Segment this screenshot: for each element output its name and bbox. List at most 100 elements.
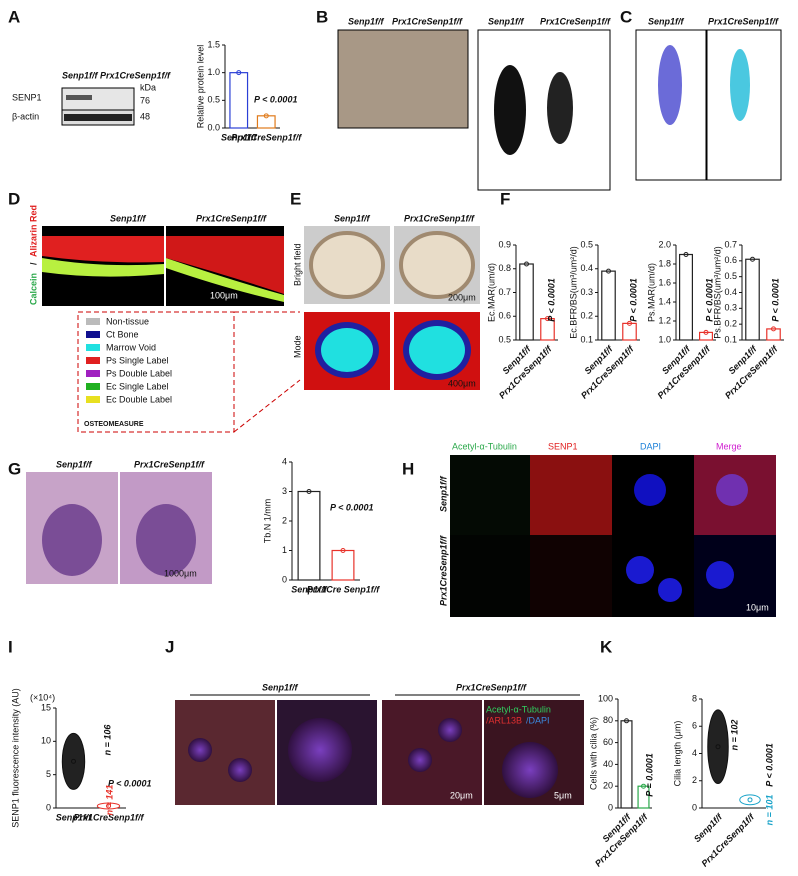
bar: [745, 258, 760, 341]
marker: 48: [140, 111, 150, 121]
y-tick-label: 10: [41, 736, 51, 746]
annotation: P < 0.0001: [254, 94, 297, 104]
mean-point: [524, 261, 529, 267]
y-tick-label: 0.5: [207, 95, 220, 105]
y-tick-label: 0.8: [498, 263, 511, 273]
mouse: [494, 65, 526, 155]
y-tick-label: 60: [603, 737, 613, 747]
bar: [766, 328, 781, 341]
annotation: P < 0.0001: [628, 278, 638, 321]
label: Prx1CreSenp1f/f: [708, 16, 779, 26]
panel-letter: B: [316, 7, 328, 26]
scale: 5μm: [554, 790, 572, 800]
scale: 10μm: [746, 602, 769, 612]
calcein-panel: Senp1f/f Prx1CreSenp1f/f 100μm Calcein /…: [28, 205, 301, 433]
y-tick-label: 40: [603, 759, 613, 769]
label: Senp1f/f: [334, 213, 371, 223]
mean-point: [340, 548, 346, 553]
y-tick-label: 0.1: [724, 334, 737, 344]
mean-point: [71, 758, 76, 764]
stain: Calcein: [28, 273, 38, 305]
row-label: Mode: [292, 335, 302, 358]
y-tick-label: 0.7: [724, 239, 737, 249]
channel: DAPI: [640, 441, 661, 451]
panel-letter: J: [165, 637, 174, 656]
panel-letter: H: [402, 459, 414, 478]
mean-point: [606, 268, 611, 274]
legend-label: Marrow Void: [106, 342, 156, 352]
category-label: Prx1Cre Senp1f/f: [307, 584, 381, 594]
category-label: Senp1f/f: [221, 132, 258, 142]
mean-point: [106, 803, 111, 809]
lane-label: Senp1f/f: [62, 70, 99, 80]
channel: Acetyl-α-Tubulin: [452, 441, 517, 451]
scale: 1000μm: [164, 568, 197, 578]
y-tick-label: 0.6: [498, 311, 511, 321]
skeleton-stain: Senp1f/f Prx1CreSenp1f/f: [635, 16, 782, 181]
immunofluorescence-grid: Acetyl-α-Tubulin SENP1 DAPI Merge Senp1f…: [438, 441, 776, 617]
y-tick-label: 1.0: [207, 67, 220, 77]
y-tick-label: 0: [608, 802, 613, 812]
y-tick-label: 1.5: [207, 39, 220, 49]
y-tick-label: 0.2: [580, 311, 593, 321]
violin: [96, 802, 121, 810]
mouse: [547, 72, 573, 144]
y-tick-label: 0.4: [580, 263, 593, 273]
label: Prx1CreSenp1f/f: [134, 459, 205, 469]
legend-swatch: [86, 318, 100, 325]
scale: 100μm: [210, 290, 238, 300]
software: OSTEOMEASURE: [84, 421, 144, 428]
annotation: n = 106: [102, 724, 112, 756]
y-axis-label: Ps.BFR/BS(um³/um²/d): [712, 246, 722, 339]
y-tick-label: 1.8: [658, 258, 671, 268]
y-tick-label: 0.9: [498, 239, 511, 249]
bar: [637, 785, 650, 809]
bar: [698, 331, 713, 341]
mean-point: [263, 113, 269, 119]
stain: Acetyl-α-Tubulin: [486, 704, 551, 714]
y-tick-label: 0.5: [498, 334, 511, 344]
y-tick-label: 0.3: [580, 287, 593, 297]
label: Senp1f/f: [110, 213, 147, 223]
mouse-photos: Senp1f/f Prx1CreSenp1f/f Senp1f/f Prx1Cr…: [337, 16, 611, 191]
bar: [331, 549, 355, 581]
stain: /: [28, 262, 38, 265]
y-tick-label: 0.0: [207, 122, 220, 132]
group: Prx1CreSenp1f/f: [456, 682, 527, 692]
lane-label: Prx1CreSenp1f/f: [100, 70, 171, 80]
y-tick-label: 0.6: [724, 255, 737, 265]
annotation: P < 0.0001: [108, 778, 151, 788]
mean-point: [306, 489, 312, 494]
y-tick-label: 0.2: [724, 319, 737, 329]
category-label: Senp1f/f: [291, 584, 328, 594]
y-tick-label: 1.6: [658, 277, 671, 287]
mean-point: [683, 252, 689, 257]
category-label: Prx1CreSenp1f/f: [231, 132, 302, 142]
annotation: n = 101: [764, 795, 774, 826]
panel-letters: A B C D E F G H I J K: [8, 7, 632, 656]
channel: Merge: [716, 441, 742, 451]
mean-point: [771, 326, 776, 332]
y-tick-label: 1.2: [658, 315, 671, 325]
mean-point: [750, 256, 755, 262]
y-tick-label: 1.0: [658, 334, 671, 344]
y-axis-label: Relative protein level: [195, 45, 205, 129]
category-label: Prx1CreSenp1f/f: [73, 812, 144, 822]
band: [64, 114, 132, 121]
bar: [620, 720, 633, 809]
y-tick-label: 2: [282, 515, 287, 525]
annotation: P < 0.0001: [770, 278, 780, 321]
scale: 200μm: [448, 292, 476, 302]
y-tick-label: 100: [598, 693, 613, 703]
legend-label: Ps Double Label: [106, 368, 172, 378]
label: Senp1f/f: [648, 16, 685, 26]
annotation: P < 0.0001: [330, 502, 373, 512]
stain: Alizarin Red: [28, 205, 38, 257]
label: Prx1CreSenp1f/f: [404, 213, 475, 223]
y-tick-label: 0.1: [580, 334, 593, 344]
bar: [256, 115, 276, 129]
